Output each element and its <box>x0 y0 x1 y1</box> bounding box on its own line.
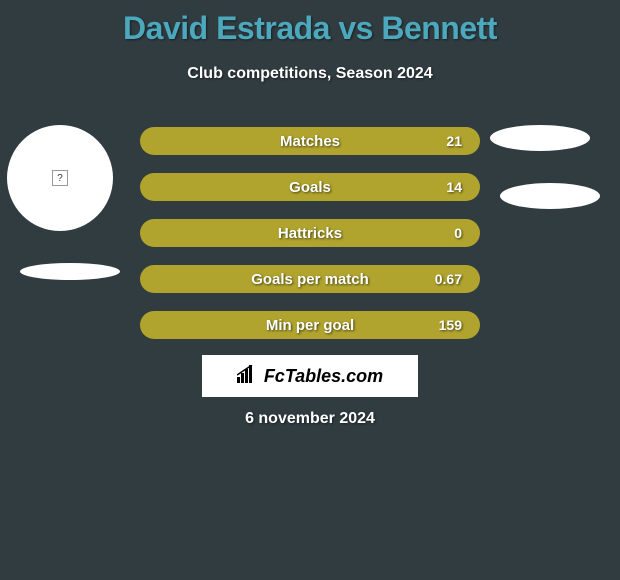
stat-label: Min per goal <box>140 317 480 334</box>
stats-container: Matches 21 Goals 14 Hattricks 0 Goals pe… <box>140 127 480 357</box>
page-subtitle: Club competitions, Season 2024 <box>0 65 620 83</box>
stat-row: Min per goal 159 <box>140 311 480 339</box>
stat-row: Hattricks 0 <box>140 219 480 247</box>
logo-text: FcTables.com <box>264 366 383 387</box>
stat-value: 159 <box>439 317 462 333</box>
stat-row: Goals 14 <box>140 173 480 201</box>
stat-row: Matches 21 <box>140 127 480 155</box>
shadow-ellipse-right <box>500 183 600 209</box>
page-title: David Estrada vs Bennett <box>0 0 620 47</box>
stat-label: Goals <box>140 179 480 196</box>
stat-label: Hattricks <box>140 225 480 242</box>
stat-row: Goals per match 0.67 <box>140 265 480 293</box>
chart-icon <box>237 365 259 388</box>
avatar-left: ? <box>7 125 113 231</box>
stat-label: Matches <box>140 133 480 150</box>
placeholder-icon: ? <box>52 170 68 186</box>
stat-label: Goals per match <box>140 271 480 288</box>
stat-value: 0.67 <box>435 271 462 287</box>
logo-box: FcTables.com <box>202 355 418 397</box>
stat-value: 21 <box>446 133 462 149</box>
stat-value: 0 <box>454 225 462 241</box>
shadow-ellipse-left <box>20 263 120 280</box>
date-text: 6 november 2024 <box>0 410 620 428</box>
stat-value: 14 <box>446 179 462 195</box>
avatar-right-ellipse <box>490 125 590 151</box>
